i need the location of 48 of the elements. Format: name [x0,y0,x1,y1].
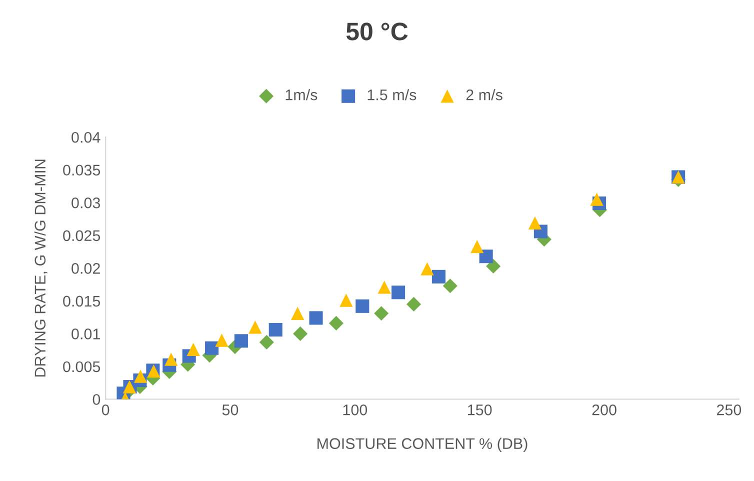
y-axis-title: DRYING RATE, G W/G DM-MIN [34,160,48,377]
y-tick-label: 0.025 [63,230,100,242]
x-tick-label: 0 [102,404,110,416]
point [442,278,458,294]
point [290,306,304,320]
x-axis-title: MOISTURE CONTENT % (DB) [318,438,528,452]
legend-label: 1m/s [286,89,318,100]
x-tick-label: 150 [468,404,492,416]
point [309,311,323,325]
point [259,334,274,350]
y-tick-label: 0.04 [72,132,100,143]
point [205,341,219,355]
point [164,352,178,366]
y-tick-label: 0 [92,394,100,405]
y-tick-label: 0.035 [63,164,100,176]
chart-title: 50 °C [346,22,408,40]
point [328,316,344,330]
legend-label: 2 m/s [466,89,502,100]
y-tick-label: 0.01 [72,328,100,340]
legend-label: 1.5 m/s [368,89,416,100]
y-tick-label: 0.02 [72,263,100,274]
point [374,306,389,321]
x-tick-label: 50 [222,404,238,416]
y-tick-label: 0.015 [63,296,100,307]
point [186,342,200,356]
point [590,192,604,206]
point [293,326,308,341]
point [486,258,501,274]
y-tick-label: 0.03 [72,197,100,208]
point [392,286,406,300]
point [356,299,370,313]
x-tick-label: 200 [592,404,616,416]
point [406,296,422,312]
point [215,334,228,347]
point [528,216,542,230]
point [268,322,282,337]
point [432,270,446,284]
x-tick-label: 250 [716,404,742,416]
point [248,320,262,334]
point [479,250,493,264]
point [134,370,148,383]
point [420,262,434,276]
y-tick-label: 0.005 [63,361,100,372]
point [378,280,391,294]
point [340,294,353,307]
point [234,334,248,348]
point [470,240,484,254]
x-tick-label: 100 [343,404,368,416]
